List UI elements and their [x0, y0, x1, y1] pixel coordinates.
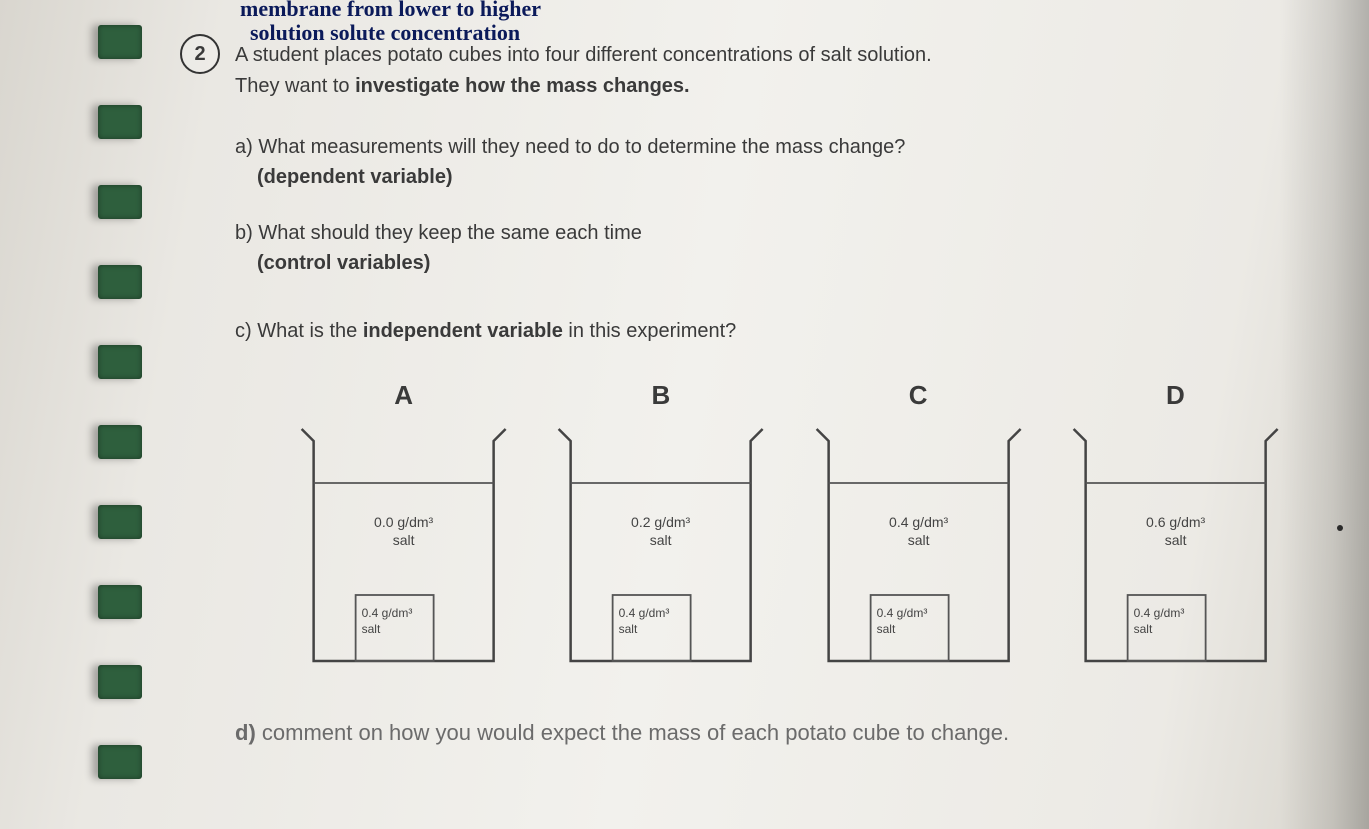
part-b: b) What should they keep the same each t… — [235, 218, 642, 278]
binding-bar — [98, 665, 142, 699]
intro-line-1: A student places potato cubes into four … — [235, 40, 932, 71]
beaker-svg: 0.2 g/dm³ salt 0.4 g/dm³ salt — [547, 419, 774, 679]
svg-text:0.4 g/dm³: 0.4 g/dm³ — [876, 606, 927, 620]
part-a-text: a) What measurements will they need to d… — [235, 132, 905, 162]
beaker-svg: 0.4 g/dm³ salt 0.4 g/dm³ salt — [805, 419, 1032, 679]
svg-text:salt: salt — [1133, 622, 1152, 636]
svg-text:salt: salt — [650, 532, 672, 548]
handwritten-note-line-1: membrane from lower to higher — [240, 0, 541, 22]
intro-line-2: They want to investigate how the mass ch… — [235, 71, 932, 102]
binding-bar — [98, 425, 142, 459]
part-c: c) What is the independent variable in t… — [235, 320, 736, 343]
beaker-label: C — [909, 380, 928, 411]
beaker-label: D — [1166, 380, 1185, 411]
binding-bar — [98, 585, 142, 619]
beaker-label: B — [651, 380, 670, 411]
binding-bar — [98, 105, 142, 139]
spiral-binding — [0, 0, 150, 829]
part-c-bold: independent variable — [363, 320, 563, 342]
intro-line-2-pre: They want to — [235, 75, 355, 97]
svg-text:0.6 g/dm³: 0.6 g/dm³ — [1146, 514, 1205, 530]
svg-text:0.0 g/dm³: 0.0 g/dm³ — [374, 514, 433, 530]
part-b-hint: (control variables) — [235, 248, 642, 278]
intro-line-2-bold: investigate how the mass changes. — [355, 75, 690, 97]
beaker-a: A 0.0 g/dm³ salt 0.4 g/dm³ salt — [290, 380, 517, 679]
binding-bar — [98, 745, 142, 779]
part-a-hint: (dependent variable) — [235, 162, 905, 192]
beaker-label: A — [394, 380, 413, 411]
question-intro: A student places potato cubes into four … — [235, 40, 932, 102]
binding-bar — [98, 185, 142, 219]
part-d: d) comment on how you would expect the m… — [235, 720, 1009, 746]
part-c-post: in this experiment? — [563, 320, 736, 342]
svg-text:salt: salt — [393, 532, 415, 548]
beaker-svg: 0.0 g/dm³ salt 0.4 g/dm³ salt — [290, 419, 517, 679]
svg-text:0.4 g/dm³: 0.4 g/dm³ — [889, 514, 948, 530]
part-a: a) What measurements will they need to d… — [235, 132, 905, 192]
beaker-svg: 0.6 g/dm³ salt 0.4 g/dm³ salt — [1062, 419, 1289, 679]
binding-bar — [98, 265, 142, 299]
stray-dot — [1337, 525, 1343, 531]
question-number-badge: 2 — [180, 34, 220, 74]
question-number: 2 — [194, 43, 205, 66]
page-curl-shadow — [1279, 0, 1369, 829]
part-c-pre: c) What is the — [235, 320, 363, 342]
beaker-c: C 0.4 g/dm³ salt 0.4 g/dm³ salt — [805, 380, 1032, 679]
binding-bar — [98, 505, 142, 539]
binding-bar — [98, 25, 142, 59]
svg-text:salt: salt — [876, 622, 895, 636]
svg-text:salt: salt — [1164, 532, 1186, 548]
svg-text:0.2 g/dm³: 0.2 g/dm³ — [631, 514, 690, 530]
part-d-lead: d) — [235, 720, 262, 745]
beaker-d: D 0.6 g/dm³ salt 0.4 g/dm³ salt — [1062, 380, 1289, 679]
part-b-text: b) What should they keep the same each t… — [235, 218, 642, 248]
svg-text:salt: salt — [907, 532, 929, 548]
beaker-b: B 0.2 g/dm³ salt 0.4 g/dm³ salt — [547, 380, 774, 679]
svg-text:salt: salt — [619, 622, 638, 636]
binding-bar — [98, 345, 142, 379]
part-d-text: comment on how you would expect the mass… — [262, 720, 1009, 745]
svg-text:0.4 g/dm³: 0.4 g/dm³ — [1133, 606, 1184, 620]
svg-text:0.4 g/dm³: 0.4 g/dm³ — [362, 606, 413, 620]
beaker-diagram-row: A 0.0 g/dm³ salt 0.4 g/dm³ salt B 0.2 g/dm³ sal… — [290, 380, 1289, 679]
svg-text:0.4 g/dm³: 0.4 g/dm³ — [619, 606, 670, 620]
svg-text:salt: salt — [362, 622, 381, 636]
